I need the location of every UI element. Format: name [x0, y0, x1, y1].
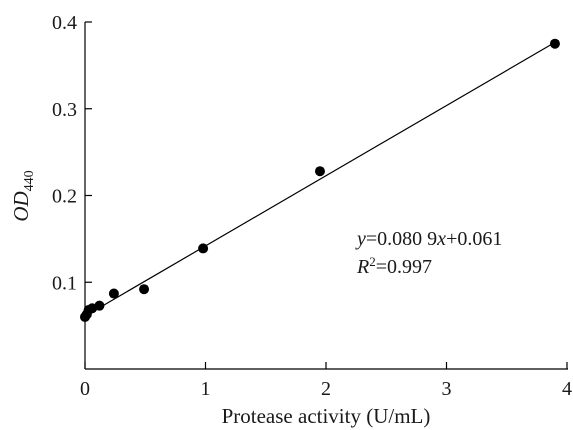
r-squared-sup: 2 — [369, 254, 376, 269]
data-point — [94, 300, 105, 311]
x-ticks: 0 1 2 3 4 — [80, 362, 572, 400]
data-point — [139, 284, 150, 295]
x-tick-label: 2 — [321, 378, 331, 400]
y-tick-label: 0.3 — [52, 99, 77, 121]
data-point — [108, 288, 119, 299]
data-point — [314, 166, 325, 177]
fit-equation: y=0.080 9x+0.061 — [355, 228, 502, 250]
y-tick-label: 0.2 — [52, 186, 77, 208]
y-tick-label: 0.1 — [52, 272, 77, 294]
equation-x-var: x — [436, 228, 446, 250]
axes — [84, 22, 568, 370]
x-tick-label: 1 — [201, 378, 211, 400]
y-axis-title-sub: 440 — [22, 170, 37, 191]
y-ticks: 0.1 0.2 0.3 0.4 — [52, 12, 92, 294]
data-point — [549, 38, 560, 49]
data-points — [80, 38, 560, 322]
r-squared-value: =0.997 — [376, 256, 432, 278]
data-point — [198, 243, 209, 254]
x-axis-title: Protease activity (U/mL) — [222, 404, 431, 428]
y-axis-title: OD440 — [9, 170, 37, 221]
equation-part-2: +0.061 — [446, 228, 502, 250]
y-axis-title-main: OD — [9, 191, 33, 221]
fit-line — [84, 41, 556, 317]
equation-y-var: y — [355, 228, 366, 250]
x-tick-label: 3 — [442, 378, 452, 400]
r-squared-r: R — [356, 256, 369, 278]
y-tick-label: 0.4 — [52, 12, 77, 34]
equation-part-1: =0.080 9 — [366, 228, 437, 250]
r-squared: R2=0.997 — [356, 254, 432, 278]
x-tick-label: 0 — [80, 378, 90, 400]
x-tick-label: 4 — [562, 378, 572, 400]
